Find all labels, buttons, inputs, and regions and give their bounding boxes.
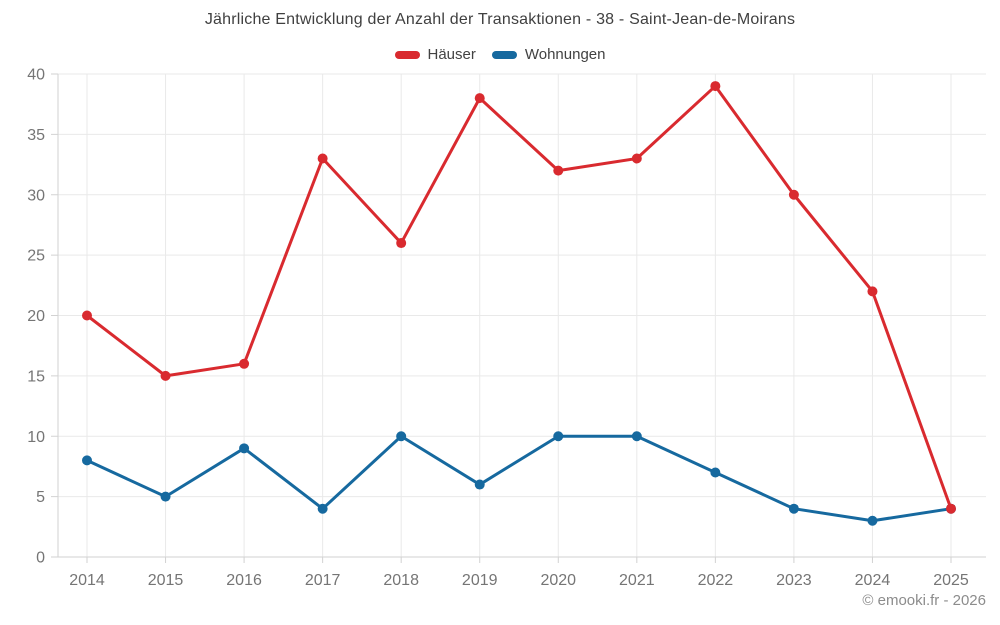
data-point bbox=[317, 503, 328, 514]
data-point bbox=[82, 455, 92, 466]
data-point bbox=[867, 515, 878, 526]
data-point bbox=[160, 491, 171, 502]
data-point bbox=[474, 93, 485, 104]
legend: Häuser Wohnungen bbox=[0, 46, 1000, 63]
data-point bbox=[317, 153, 328, 164]
x-tick-label: 2017 bbox=[305, 572, 341, 589]
legend-swatch-wohnungen bbox=[491, 50, 517, 59]
x-tick-label: 2020 bbox=[540, 572, 576, 589]
data-point bbox=[396, 238, 407, 249]
data-point bbox=[631, 153, 642, 164]
series-huser bbox=[82, 81, 956, 514]
y-tick-label: 30 bbox=[27, 187, 45, 204]
y-tick-label: 20 bbox=[27, 308, 45, 325]
data-point bbox=[474, 479, 485, 490]
y-tick-label: 5 bbox=[36, 489, 45, 506]
x-tick-label: 2022 bbox=[698, 572, 734, 589]
legend-item-wohnungen[interactable]: Wohnungen bbox=[491, 46, 606, 63]
data-point bbox=[788, 189, 799, 200]
data-point bbox=[396, 431, 407, 442]
x-tick-label: 2025 bbox=[933, 572, 969, 589]
x-tick-label: 2015 bbox=[148, 572, 184, 589]
x-tick-label: 2019 bbox=[462, 572, 498, 589]
x-tick-label: 2016 bbox=[226, 572, 262, 589]
axes bbox=[51, 73, 986, 563]
data-point bbox=[867, 286, 878, 297]
data-point bbox=[710, 81, 721, 92]
x-tick-label: 2024 bbox=[855, 572, 891, 589]
series-wohnungen bbox=[82, 431, 956, 526]
y-tick-label: 25 bbox=[27, 248, 45, 265]
data-point bbox=[946, 503, 956, 514]
legend-item-haeuser[interactable]: Häuser bbox=[394, 46, 476, 63]
x-tick-label: 2021 bbox=[619, 572, 655, 589]
data-point bbox=[553, 431, 564, 442]
data-point bbox=[239, 443, 250, 454]
gridlines bbox=[58, 73, 986, 557]
watermark: © emooki.fr - 2026 bbox=[862, 592, 986, 609]
data-point bbox=[788, 503, 799, 514]
y-tick-label: 15 bbox=[27, 368, 45, 385]
y-tick-label: 0 bbox=[36, 550, 45, 567]
x-tick-label: 2023 bbox=[776, 572, 812, 589]
y-tick-label: 35 bbox=[27, 127, 45, 144]
chart-title: Jährliche Entwicklung der Anzahl der Tra… bbox=[204, 11, 796, 28]
data-point bbox=[82, 310, 92, 321]
data-point bbox=[553, 165, 564, 176]
y-tick-label: 10 bbox=[27, 429, 45, 446]
legend-label-wohnungen: Wohnungen bbox=[524, 46, 606, 63]
legend-swatch-haeuser bbox=[394, 50, 420, 59]
data-point bbox=[239, 358, 250, 369]
data-point bbox=[631, 431, 642, 442]
data-point bbox=[160, 370, 171, 381]
x-tick-label: 2018 bbox=[383, 572, 419, 589]
y-tick-label: 40 bbox=[27, 67, 45, 84]
x-tick-label: 2014 bbox=[69, 572, 105, 589]
legend-label-haeuser: Häuser bbox=[427, 46, 476, 63]
data-point bbox=[710, 467, 721, 478]
